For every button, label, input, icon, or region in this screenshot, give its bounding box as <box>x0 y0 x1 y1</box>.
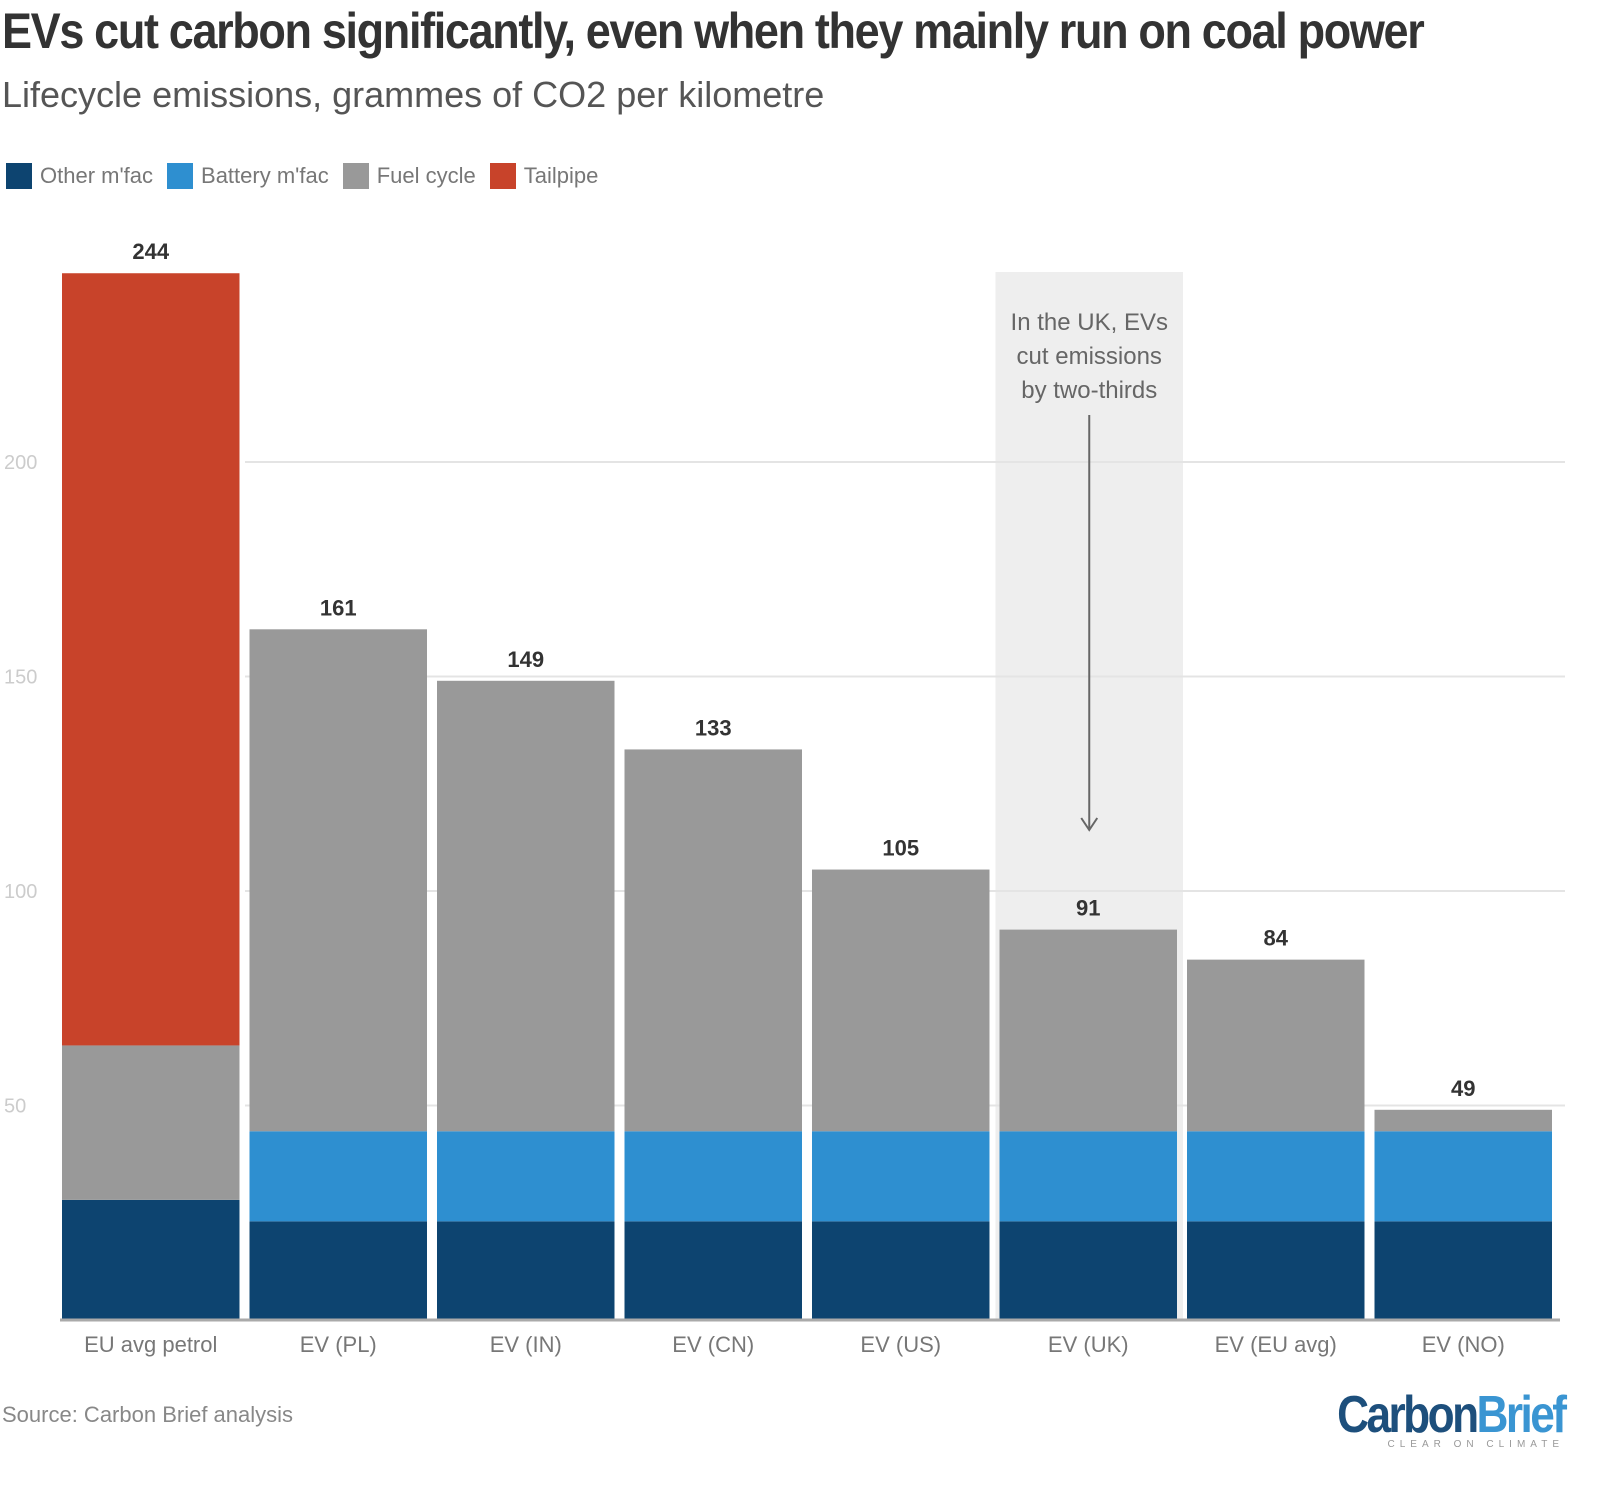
data-label: 49 <box>1451 1076 1475 1101</box>
bar-segment <box>624 1131 802 1222</box>
chart-subtitle: Lifecycle emissions, grammes of CO2 per … <box>2 74 825 115</box>
legend: Other m'fac Battery m'fac Fuel cycle Tai… <box>6 163 598 189</box>
bar-segment <box>1187 959 1365 1132</box>
bar-segment <box>249 629 427 1132</box>
arrow-head-icon <box>1080 817 1099 832</box>
x-tick-label: EV (CN) <box>672 1332 754 1357</box>
bar-segment <box>1374 1109 1552 1132</box>
x-tick-label: EV (IN) <box>490 1332 562 1357</box>
legend-item-other-mfac: Other m'fac <box>6 163 153 189</box>
bar-segment <box>999 1131 1177 1222</box>
legend-swatch <box>342 163 369 189</box>
chart-title: EVs cut carbon significantly, even when … <box>2 3 1425 59</box>
data-label: 84 <box>1264 926 1289 951</box>
x-tick-label: EU avg petrol <box>84 1332 217 1357</box>
x-tick-label: EV (EU avg) <box>1215 1332 1337 1357</box>
bar-segment <box>1374 1221 1552 1320</box>
legend-label: Tailpipe <box>523 163 599 188</box>
data-label: 161 <box>320 595 357 620</box>
y-tick-label: 50 <box>4 1096 26 1118</box>
bar-segment <box>249 1221 427 1320</box>
data-label: 244 <box>132 239 169 264</box>
legend-label: Fuel cycle <box>376 163 476 188</box>
bar-segment <box>624 749 802 1132</box>
bar-segment <box>437 680 615 1132</box>
bar-segment <box>1187 1131 1365 1222</box>
x-tick-label: EV (PL) <box>300 1332 377 1357</box>
legend-label: Other m'fac <box>40 163 154 188</box>
bar-segment <box>62 273 240 1046</box>
legend-swatch <box>6 163 32 189</box>
data-label: 91 <box>1076 896 1100 921</box>
x-tick-label: EV (UK) <box>1048 1332 1129 1357</box>
legend-label: Battery m'fac <box>201 163 329 188</box>
y-tick-label: 200 <box>4 452 37 474</box>
bar-segment <box>437 1221 615 1320</box>
bar-segment <box>1374 1131 1552 1222</box>
bar-segment <box>62 1199 240 1320</box>
legend-item-battery-mfac: Battery m'fac <box>167 163 329 189</box>
bar-segment <box>999 1221 1177 1320</box>
bar-segment <box>812 1221 990 1320</box>
source-note: Source: Carbon Brief analysis <box>2 1402 294 1427</box>
legend-item-tailpipe: Tailpipe <box>489 163 599 189</box>
y-tick-label: 100 <box>4 881 37 903</box>
bar-segment <box>249 1131 427 1222</box>
bar-segment <box>62 1045 240 1200</box>
bar-segment <box>812 1131 990 1222</box>
legend-swatch <box>489 163 516 189</box>
bar-segment <box>812 869 990 1132</box>
bar-segment <box>624 1221 802 1320</box>
annotation-text: by two-thirds <box>1021 377 1157 404</box>
bar-segment <box>437 1131 615 1222</box>
annotation-text: In the UK, EVs <box>1011 309 1168 336</box>
y-tick-label: 150 <box>4 667 37 689</box>
carbonbrief-logo: CarbonBrief CLEAR ON CLIMATE <box>1336 1386 1567 1450</box>
data-label: 105 <box>882 836 919 861</box>
legend-item-fuel-cycle: Fuel cycle <box>342 163 476 189</box>
bar-segment <box>1187 1221 1365 1320</box>
annotation-text: cut emissions <box>1017 343 1162 370</box>
data-label: 133 <box>695 715 732 740</box>
x-tick-label: EV (NO) <box>1422 1332 1505 1357</box>
legend-swatch <box>167 163 194 189</box>
x-tick-label: EV (US) <box>860 1332 941 1357</box>
bar-segment <box>999 929 1177 1132</box>
data-label: 149 <box>507 647 544 672</box>
